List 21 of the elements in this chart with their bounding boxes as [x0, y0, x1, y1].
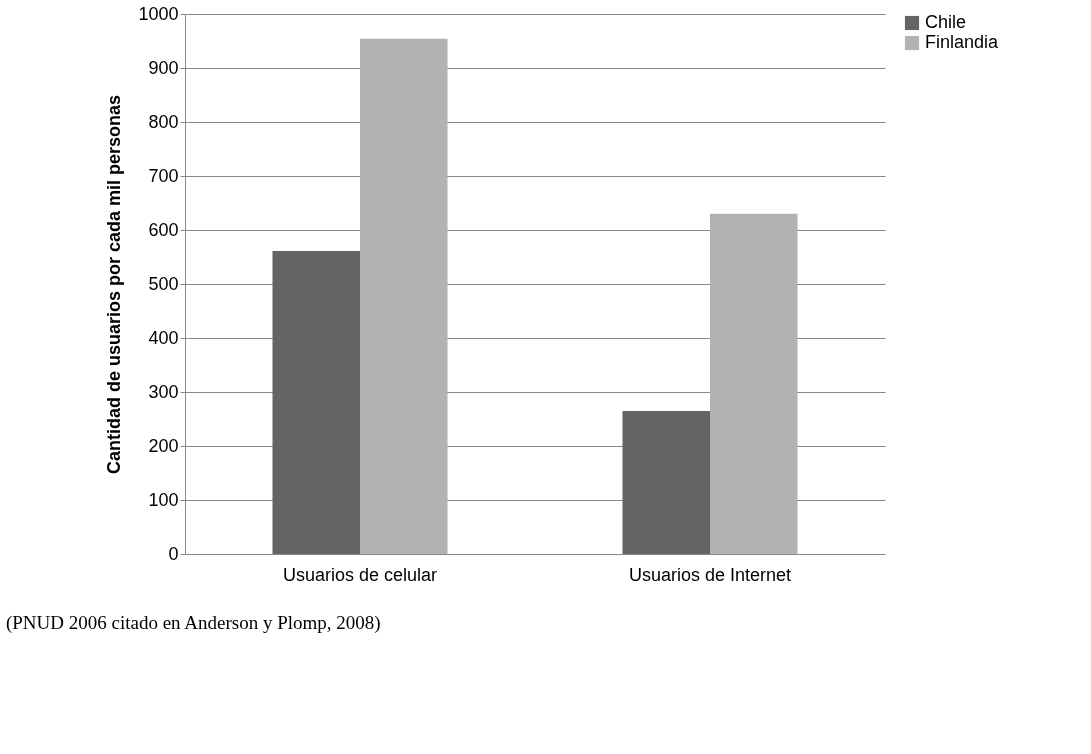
- y-axis-title: Cantidad de usuarios por cada mil personas: [104, 94, 125, 475]
- bar: [710, 213, 798, 554]
- legend-label: Finlandia: [925, 32, 1000, 52]
- y-tick-label: 300: [148, 381, 179, 402]
- x-tick-label: Usuarios de celular: [282, 564, 438, 585]
- y-tick-label: 400: [148, 327, 179, 348]
- bar: [272, 251, 360, 554]
- y-tick-label: 600: [148, 219, 179, 240]
- y-tick-label: 900: [148, 57, 179, 78]
- y-tick-label: 1000: [138, 3, 179, 24]
- bar: [360, 38, 448, 554]
- legend-label: Chile: [925, 12, 967, 32]
- y-tick-label: 700: [148, 165, 179, 186]
- y-tick-label: 800: [148, 111, 179, 132]
- y-tick-label: 200: [148, 435, 179, 456]
- y-tick-label: 0: [168, 543, 179, 564]
- y-tick-label: 500: [148, 273, 179, 294]
- text: (PNUD 2006 citado en Anderson y Plomp, 2008): [5, 612, 381, 634]
- x-tick-label: Usuarios de Internet: [628, 564, 792, 585]
- y-tick-label: 100: [148, 489, 179, 510]
- bar: [622, 410, 710, 554]
